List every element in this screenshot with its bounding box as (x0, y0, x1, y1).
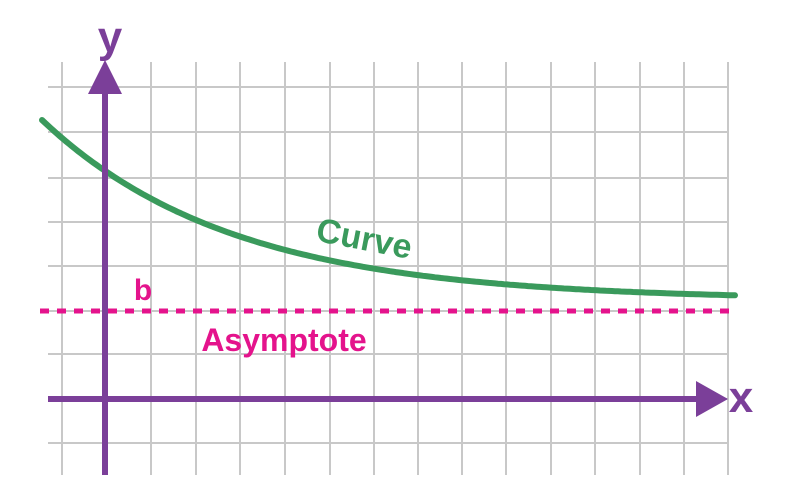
y-axis-label: y (98, 13, 123, 62)
arrow-up-icon (88, 60, 122, 94)
arrow-right-icon (696, 381, 728, 417)
b-label: b (134, 274, 152, 307)
curve-line (39, 117, 738, 299)
x-axis-label: x (729, 373, 754, 422)
asymptote-label: Asymptote (201, 322, 366, 358)
grid-lines (48, 62, 729, 475)
